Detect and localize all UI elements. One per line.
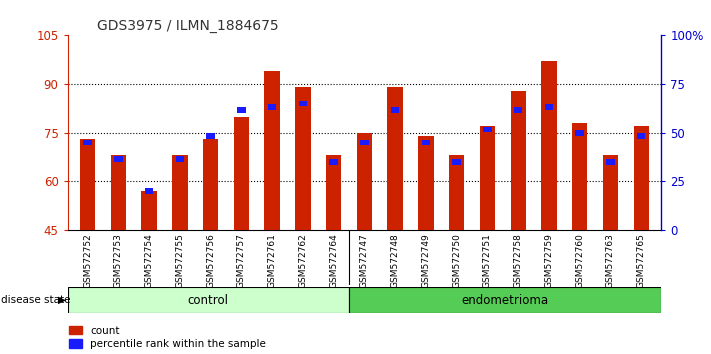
Bar <box>418 136 434 230</box>
Text: GSM572755: GSM572755 <box>176 233 184 288</box>
Text: GSM572761: GSM572761 <box>267 233 277 288</box>
Legend: count, percentile rank within the sample: count, percentile rank within the sample <box>69 326 266 349</box>
Bar <box>68 287 349 313</box>
Bar <box>349 287 661 313</box>
Bar <box>480 126 495 230</box>
Bar <box>172 155 188 230</box>
Bar <box>206 133 215 139</box>
Bar <box>483 127 492 132</box>
Bar <box>357 133 372 230</box>
Bar <box>295 87 311 230</box>
Bar <box>360 139 368 145</box>
Text: GSM572763: GSM572763 <box>606 233 615 288</box>
Text: GSM572750: GSM572750 <box>452 233 461 288</box>
Bar <box>176 156 184 162</box>
Text: GDS3975 / ILMN_1884675: GDS3975 / ILMN_1884675 <box>97 19 279 33</box>
Bar <box>329 159 338 165</box>
Text: control: control <box>188 293 229 307</box>
Bar <box>326 155 341 230</box>
Bar <box>449 155 464 230</box>
Text: endometrioma: endometrioma <box>461 293 549 307</box>
Bar <box>603 155 618 230</box>
Bar <box>145 188 154 194</box>
Text: GSM572751: GSM572751 <box>483 233 492 288</box>
Text: ▶: ▶ <box>58 295 66 305</box>
Bar <box>83 139 92 145</box>
Text: GSM572759: GSM572759 <box>545 233 553 288</box>
Text: GSM572748: GSM572748 <box>390 233 400 287</box>
Bar <box>237 107 245 113</box>
Bar <box>268 104 277 110</box>
Bar <box>572 123 587 230</box>
Bar <box>637 133 646 139</box>
Text: disease state: disease state <box>1 295 70 305</box>
Bar <box>80 139 95 230</box>
Bar <box>510 91 526 230</box>
Text: GSM572753: GSM572753 <box>114 233 123 288</box>
Text: GSM572749: GSM572749 <box>422 233 430 287</box>
Bar <box>634 126 649 230</box>
Bar <box>422 139 430 145</box>
Bar <box>452 159 461 165</box>
Bar <box>299 101 307 107</box>
Bar <box>234 116 249 230</box>
Text: GSM572756: GSM572756 <box>206 233 215 288</box>
Text: GSM572762: GSM572762 <box>299 233 307 287</box>
Bar <box>203 139 218 230</box>
Bar <box>606 159 615 165</box>
Bar <box>141 191 156 230</box>
Text: GSM572760: GSM572760 <box>575 233 584 288</box>
Bar <box>391 107 400 113</box>
Text: GSM572754: GSM572754 <box>144 233 154 287</box>
Text: GSM572757: GSM572757 <box>237 233 246 288</box>
Bar <box>514 107 523 113</box>
Bar <box>541 61 557 230</box>
Bar <box>114 156 122 162</box>
Text: GSM572758: GSM572758 <box>513 233 523 288</box>
Text: GSM572765: GSM572765 <box>637 233 646 288</box>
Bar <box>264 71 280 230</box>
Bar <box>111 155 126 230</box>
Bar <box>545 104 553 110</box>
Text: GSM572747: GSM572747 <box>360 233 369 287</box>
Bar <box>575 130 584 136</box>
Text: GSM572764: GSM572764 <box>329 233 338 287</box>
Bar <box>387 87 403 230</box>
Text: GSM572752: GSM572752 <box>83 233 92 287</box>
